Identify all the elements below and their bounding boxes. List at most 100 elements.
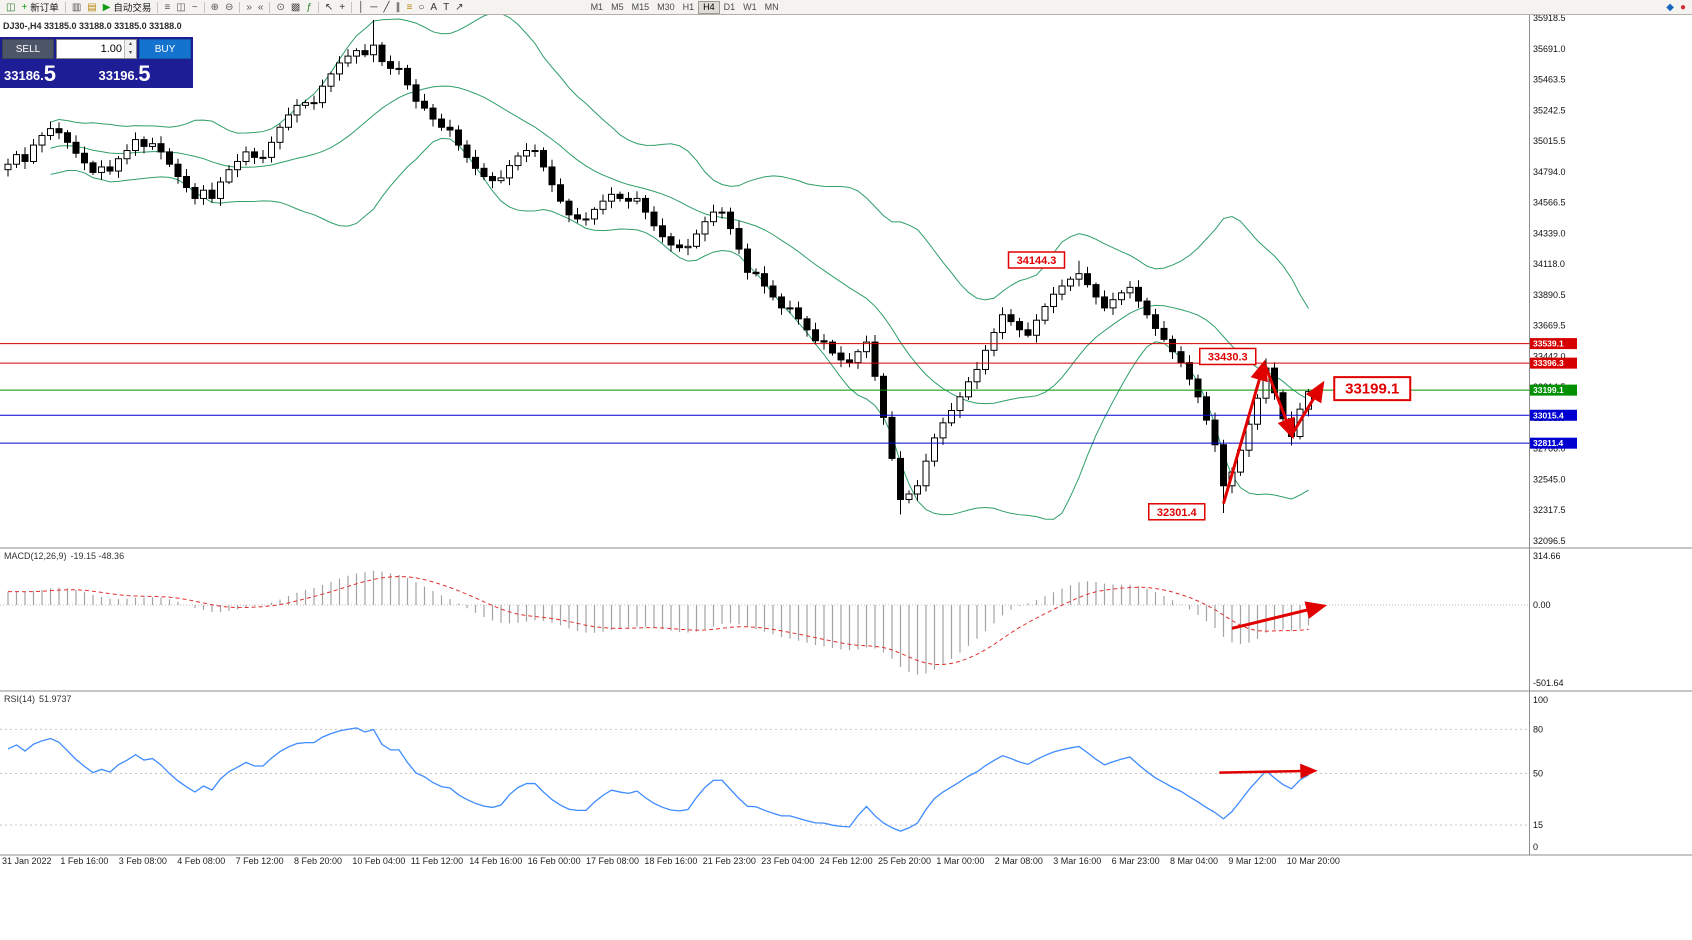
bars-chart-icon[interactable]: ≡: [161, 1, 173, 14]
candlestick-chart-icon: ◫: [176, 1, 186, 13]
fibonacci-icon: ≡: [406, 1, 413, 13]
price-annotation[interactable]: 34144.3: [1007, 251, 1066, 269]
rsi-arrow[interactable]: [1219, 763, 1318, 779]
timeframe-d1[interactable]: D1: [723, 1, 736, 12]
chart-shift-icon[interactable]: «: [255, 1, 267, 14]
auto-scroll-icon[interactable]: »: [243, 1, 255, 14]
candle-body: [914, 485, 921, 495]
candle-body: [191, 186, 199, 199]
trend-arrow[interactable]: [1263, 364, 1295, 440]
buy-button[interactable]: BUY: [139, 39, 191, 59]
trend-arrow[interactable]: [1222, 359, 1268, 504]
buy-price[interactable]: 33196. 5: [97, 59, 192, 86]
autotrade-button[interactable]: ▶ 自动交易: [100, 1, 155, 15]
zoom-out-icon[interactable]: ⊖: [222, 1, 236, 14]
top-toolbar: ◫ + 新订单 ▥ ▤ ▶ 自动交易 ≡ ◫ ~ ⊕ ⊖» «⊙ ▩ ƒ ↖ + │ ─ ╱ ∥ ≡ ○ A T ↗ M1 M5 M15…: [0, 0, 1692, 15]
templates-icon[interactable]: ▩: [288, 1, 303, 14]
zoom-out-icon: ⊖: [224, 1, 234, 13]
community-icon[interactable]: ◆: [1663, 1, 1677, 14]
time-axis-label: 10 Feb 04:00: [352, 856, 405, 866]
trend-arrow[interactable]: [1291, 380, 1325, 434]
cursor-icon[interactable]: ↖: [322, 1, 336, 14]
timeframe-h4[interactable]: H4: [698, 0, 720, 14]
profiles-icon[interactable]: ▤: [84, 1, 99, 14]
timeframe-mn[interactable]: MN: [764, 1, 779, 12]
text-icon[interactable]: A: [427, 1, 440, 14]
price-annotation[interactable]: 33430.3: [1199, 347, 1257, 366]
candle-body: [999, 314, 1006, 334]
candle-body: [540, 150, 547, 168]
fibonacci-icon[interactable]: ≡: [404, 1, 416, 14]
chart-window-icon[interactable]: ▥: [69, 1, 84, 14]
price-axis-label: 33669.5: [1533, 321, 1566, 331]
new-order-button: +: [21, 1, 28, 13]
horizontal-line-icon[interactable]: ─: [367, 1, 380, 14]
timeframe-m15[interactable]: M15: [631, 1, 650, 12]
time-axis-label: 3 Feb 08:00: [119, 856, 167, 866]
rsi-scale-label: 50: [1533, 769, 1543, 779]
price-axis[interactable]: 35918.5 35691.0 35463.5 35242.5 35015.5 34794…: [1533, 13, 1566, 546]
time-axis-label: 14 Feb 16:00: [469, 856, 522, 866]
candle-body: [591, 208, 598, 220]
price-annotation[interactable]: 32301.4: [1148, 503, 1206, 521]
candle-body: [846, 359, 853, 364]
candle-body: [166, 151, 173, 165]
trendline-icon: ╱: [383, 1, 390, 13]
label-icon[interactable]: T: [440, 1, 452, 14]
timeframe-m30[interactable]: M30: [657, 1, 675, 12]
volume-up-button[interactable]: ▴: [125, 40, 136, 49]
candle-body: [633, 197, 641, 202]
timeframe-m1[interactable]: M1: [590, 1, 604, 12]
zoom-in-icon[interactable]: ⊕: [208, 1, 222, 14]
periods-icon[interactable]: ⊙: [273, 1, 287, 14]
channel-icon[interactable]: ∥: [393, 1, 404, 14]
candle-body: [200, 189, 207, 199]
toolbar-separator: [269, 1, 271, 13]
annotations[interactable]: 34144.3 33430.3 33199.1 32301.4: [1007, 251, 1412, 521]
sell-button[interactable]: SELL: [2, 39, 54, 59]
price-annotation[interactable]: 33199.1: [1333, 376, 1412, 402]
time-axis-label: 18 Feb 16:00: [644, 856, 697, 866]
shapes-icon[interactable]: ○: [415, 1, 427, 14]
crosshair-icon[interactable]: +: [336, 1, 348, 14]
candle-body: [438, 118, 445, 128]
macd-arrow[interactable]: [1231, 601, 1328, 630]
vertical-line-icon[interactable]: │: [355, 1, 367, 14]
timeframe-m5[interactable]: M5: [611, 1, 624, 12]
label-icon: T: [443, 1, 450, 13]
trend-arrows[interactable]: [1219, 359, 1328, 779]
price-tag: [1530, 437, 1577, 449]
candle-body: [149, 143, 156, 147]
charts-icon[interactable]: ◫: [3, 1, 18, 14]
candle-body: [506, 165, 513, 179]
sell-price[interactable]: 33186. 5: [2, 59, 97, 86]
timeframe-h1[interactable]: H1: [682, 1, 695, 12]
new-order-button[interactable]: + 新订单: [18, 1, 61, 15]
time-axis[interactable]: 31 Jan 2022 1 Feb 16:00 3 Feb 08:00 4 Feb 0…: [2, 856, 1340, 866]
candle-body: [310, 102, 318, 105]
zoom-in-icon: ⊕: [210, 1, 219, 13]
trendline-icon[interactable]: ╱: [380, 1, 392, 14]
time-axis-label: 16 Feb 00:00: [528, 856, 581, 866]
timeframe-group: M1 M5 M15 M30 H1 H4 D1 W1 MN: [587, 0, 783, 14]
alerts-icon[interactable]: ●: [1677, 1, 1689, 14]
price-axis-label: 35463.5: [1533, 75, 1566, 85]
time-axis-label: 1 Feb 16:00: [60, 856, 108, 866]
arrows-icon[interactable]: ↗: [452, 1, 466, 14]
alerts-icon: ●: [1679, 1, 1686, 13]
volume-down-button[interactable]: ▾: [125, 49, 136, 58]
timeframe-w1[interactable]: W1: [743, 1, 757, 12]
candle-body: [1101, 296, 1108, 309]
candle-body: [268, 141, 275, 158]
indicators-icon[interactable]: ƒ: [303, 1, 315, 14]
candle-body: [497, 177, 505, 182]
candle-body: [1126, 286, 1134, 294]
line-chart-icon[interactable]: ~: [189, 1, 201, 14]
candle-body: [293, 104, 301, 116]
rsi-scale-label: 15: [1533, 820, 1543, 830]
rsi-label: RSI(14) 51.9737: [4, 694, 72, 704]
candlestick-chart-icon[interactable]: ◫: [173, 1, 188, 14]
volume-input[interactable]: [57, 40, 124, 58]
candle-body: [888, 416, 896, 459]
